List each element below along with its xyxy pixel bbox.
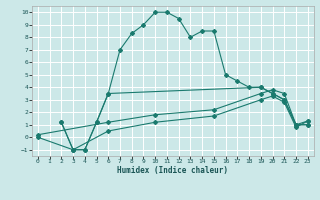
X-axis label: Humidex (Indice chaleur): Humidex (Indice chaleur) [117,166,228,175]
